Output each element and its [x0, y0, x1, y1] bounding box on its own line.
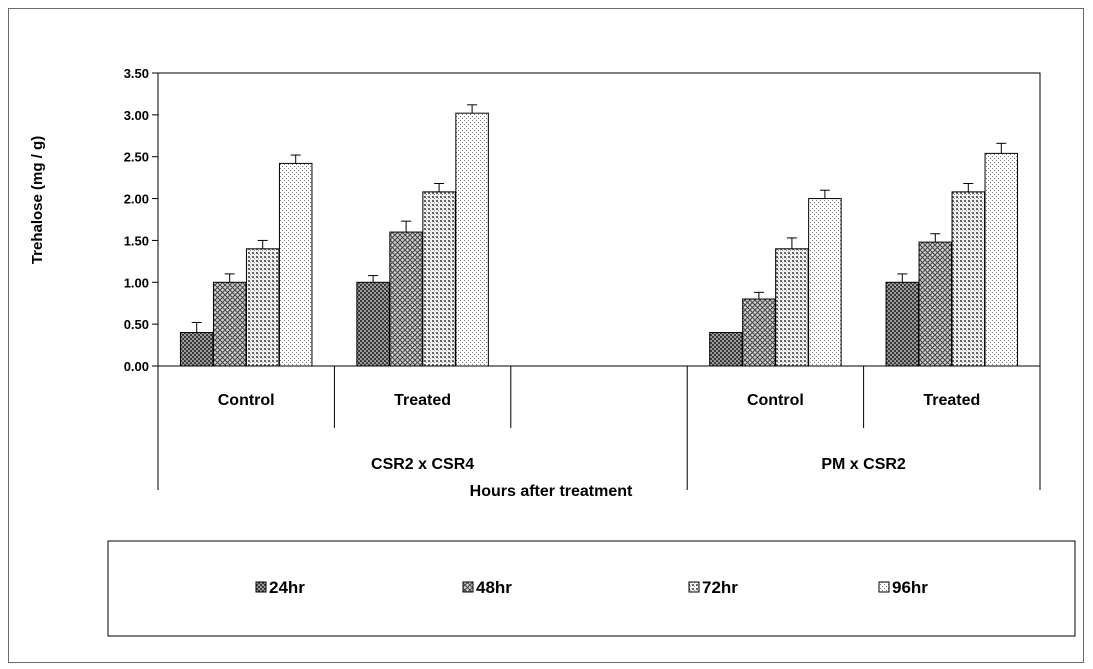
x-category-label: Treated [394, 392, 451, 409]
legend-swatch-48hr [462, 581, 474, 593]
x-category-label: Control [747, 392, 804, 409]
y-tick-label: 0.50 [124, 317, 149, 332]
bar-24hr-3 [709, 332, 743, 367]
legend-swatch-72hr [688, 581, 700, 593]
x-category-label: Treated [923, 392, 980, 409]
legend-swatch-96hr [878, 581, 890, 593]
x-group-label: PM x CSR2 [821, 456, 906, 473]
x-axis-label: Hours after treatment [470, 483, 633, 500]
legend-label-96hr: 96hr [892, 578, 928, 597]
x-category-label: Control [218, 392, 275, 409]
legend-swatch-24hr [255, 581, 267, 593]
bar-72hr-1 [422, 191, 456, 367]
y-tick-label: 2.50 [124, 150, 149, 165]
bar-72hr-3 [775, 248, 809, 367]
bar-96hr-1 [455, 112, 489, 367]
legend-box [107, 540, 1076, 637]
bar-24hr-1 [356, 281, 390, 367]
y-tick-label: 2.00 [124, 192, 149, 207]
bar-48hr-4 [918, 241, 953, 367]
bar-72hr-4 [951, 191, 986, 367]
legend-label-24hr: 24hr [269, 578, 305, 597]
y-tick-label: 1.00 [124, 275, 149, 290]
x-group-label: CSR2 x CSR4 [371, 456, 474, 473]
bar-24hr-4 [885, 281, 920, 367]
legend-label-72hr: 72hr [702, 578, 738, 597]
y-tick-label: 3.50 [124, 66, 149, 81]
bar-72hr-0 [245, 248, 280, 367]
legend: 24hr 48hr 72hr 96hr [255, 578, 928, 597]
bar-96hr-3 [808, 198, 842, 367]
y-tick-label: 0.00 [124, 359, 149, 374]
y-axis-label: Trehalose (mg / g) [29, 136, 46, 264]
legend-label-48hr: 48hr [476, 578, 512, 597]
bar-96hr-4 [984, 152, 1019, 367]
y-tick-label: 1.50 [124, 233, 149, 248]
bar-24hr-0 [179, 332, 214, 367]
y-axis: 0.00 0.50 1.00 1.50 2.00 2.50 3.00 3.50 [124, 66, 158, 374]
bar-96hr-0 [278, 162, 313, 367]
y-tick-label: 3.00 [124, 108, 149, 123]
bar-48hr-1 [389, 231, 423, 367]
bars [179, 104, 1019, 367]
bar-48hr-0 [212, 281, 247, 367]
x-axis: Control Treated Control Treated CSR2 x CSR4 P… [157, 366, 1041, 490]
chart-frame [8, 8, 1084, 663]
bar-48hr-3 [742, 298, 776, 367]
